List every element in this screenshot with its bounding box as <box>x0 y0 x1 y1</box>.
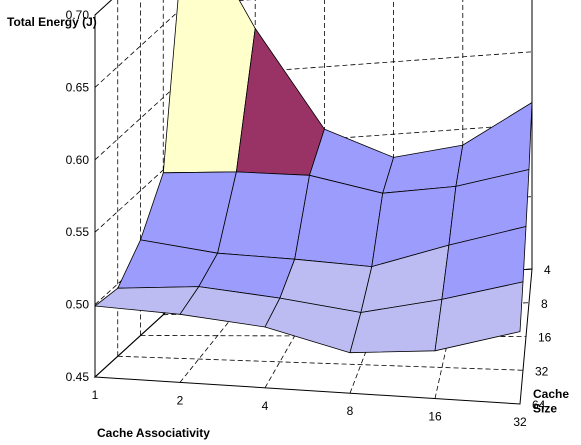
y-tick-label: 4 <box>544 263 551 277</box>
z-tick-label: 0.55 <box>66 225 90 239</box>
x-tick-label: 16 <box>428 410 442 424</box>
y-tick-label: 16 <box>538 331 552 345</box>
tick-labels: 0.45 0.50 0.55 0.60 0.65 0.70 1 2 4 8 16 32 64 32 16 8 4 <box>66 8 552 429</box>
y-tick-label: 8 <box>541 297 548 311</box>
y-tick-label: 64 <box>532 398 546 412</box>
x-axis-title: Cache Associativity <box>97 426 210 440</box>
z-gridline <box>94 0 113 16</box>
z-gridline <box>94 0 253 88</box>
z-tick-label: 0.45 <box>66 370 90 384</box>
y-axis-title-line: Cache <box>533 387 569 401</box>
y-tick-label: 32 <box>535 364 549 378</box>
y-axis-title: Cache Size <box>533 387 569 415</box>
floor <box>93 268 533 405</box>
surface-facet <box>434 281 524 352</box>
z-axis-title: Total Energy (J) <box>7 15 97 29</box>
energy-surface <box>94 0 533 354</box>
x-tick-label: 1 <box>92 388 99 402</box>
x-floor-gridline <box>349 278 394 394</box>
y-floor-gridline <box>117 355 524 371</box>
y-axis-title-line: Size <box>533 401 557 415</box>
z-tick-label: 0.70 <box>66 8 90 22</box>
surface-facet <box>382 144 464 194</box>
x-tick-label: 4 <box>262 399 269 413</box>
x-tick-label: 2 <box>177 393 184 407</box>
z-tick-label: 0.60 <box>66 153 90 167</box>
z-tick-label: 0.65 <box>66 80 90 94</box>
z-tick-label: 0.50 <box>66 298 90 312</box>
x-tick-label: 32 <box>513 415 527 429</box>
x-tick-label: 8 <box>347 404 354 418</box>
